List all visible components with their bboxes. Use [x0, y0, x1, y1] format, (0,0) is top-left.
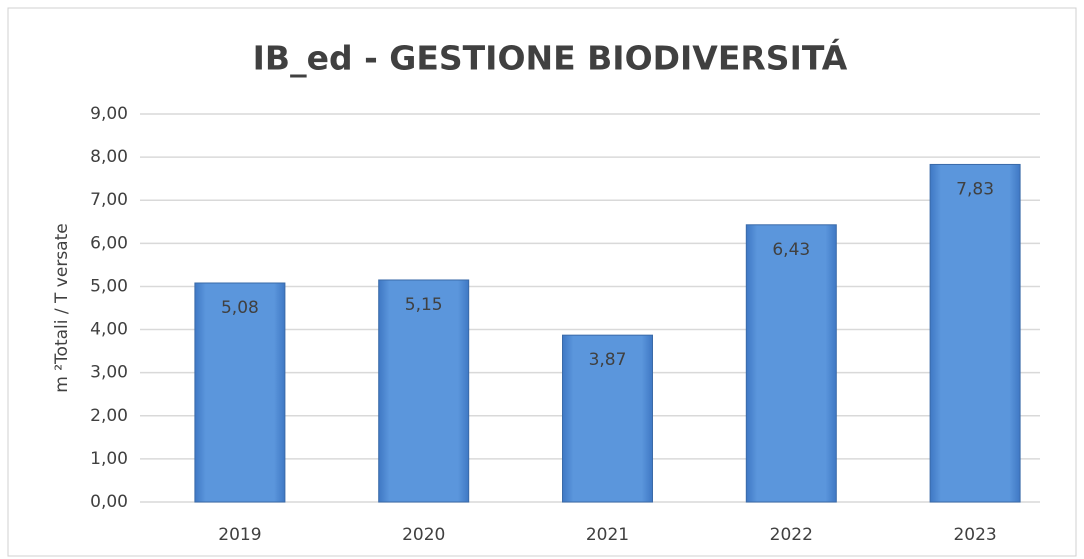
bar	[562, 334, 653, 503]
y-tick-label: 6,00	[90, 233, 128, 253]
y-tick-label: 0,00	[90, 492, 128, 512]
data-label: 5,15	[405, 295, 443, 315]
x-tick-label: 2022	[770, 525, 813, 545]
x-tick-label: 2020	[402, 525, 445, 545]
y-tick-label: 3,00	[90, 363, 128, 383]
y-tick-label: 4,00	[90, 320, 128, 340]
chart-border	[7, 7, 1077, 557]
chart-title: IB_ed - GESTIONE BIODIVERSITÁ	[253, 38, 848, 78]
y-tick-label: 2,00	[90, 406, 128, 426]
x-tick-label: 2021	[586, 525, 629, 545]
y-tick-label: 5,00	[90, 276, 128, 296]
bar	[745, 224, 837, 503]
x-tick-label: 2019	[218, 525, 261, 545]
x-tick-label: 2023	[953, 525, 996, 545]
y-tick-label: 9,00	[90, 104, 128, 124]
bar	[378, 279, 470, 503]
bar	[929, 163, 1021, 503]
data-label: 3,87	[589, 350, 627, 370]
y-tick-label: 8,00	[90, 147, 128, 167]
data-label: 5,08	[221, 298, 259, 318]
bar	[194, 282, 286, 503]
y-tick-label: 7,00	[90, 190, 128, 210]
y-tick-label: 1,00	[90, 449, 128, 469]
data-label: 7,83	[956, 179, 994, 199]
y-axis-label: m ²Totali / T versate	[52, 223, 72, 392]
data-label: 6,43	[772, 240, 810, 260]
